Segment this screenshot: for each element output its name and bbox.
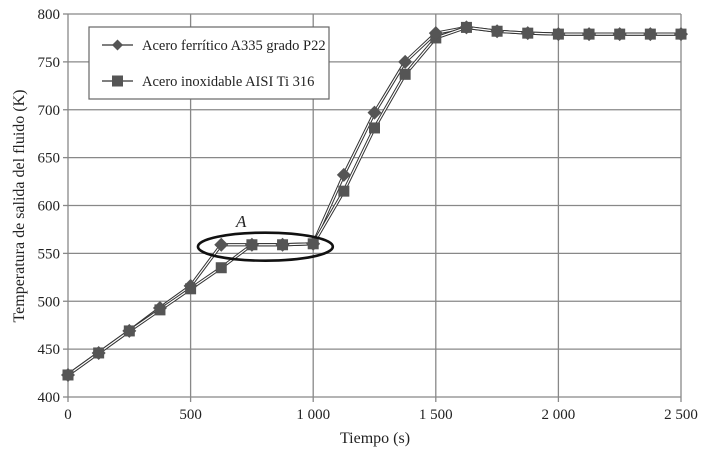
diamond-marker-icon bbox=[551, 27, 566, 42]
annotation-a: A bbox=[196, 212, 335, 262]
axes: 400 450 500 550 600 650 700 750 800 0 500 1 000 1 50… bbox=[38, 7, 698, 423]
diamond-marker-icon bbox=[112, 39, 123, 51]
y-tick-label: 650 bbox=[38, 151, 61, 167]
diamond-marker-icon bbox=[612, 27, 627, 42]
diamond-marker-icon bbox=[152, 300, 167, 315]
diamond-marker-icon bbox=[336, 167, 351, 182]
x-tick-label: 500 bbox=[179, 407, 202, 423]
diamond-marker-icon bbox=[91, 345, 106, 360]
y-tick-label: 750 bbox=[38, 55, 61, 71]
legend-box bbox=[88, 26, 330, 100]
y-axis-title: Temperatura de salida del fluido (K) bbox=[11, 89, 28, 322]
diamond-marker-icon bbox=[214, 237, 229, 252]
diamond-marker-icon bbox=[582, 27, 597, 42]
diamond-marker-icon bbox=[674, 27, 688, 42]
legend-item-ferritic: Acero ferrítico A335 grado P22 bbox=[102, 38, 326, 54]
diamond-marker-icon bbox=[459, 20, 474, 35]
y-tick-label: 700 bbox=[38, 103, 61, 119]
x-tick-label: 1 000 bbox=[296, 407, 330, 423]
diamond-marker-icon bbox=[643, 27, 658, 42]
diamond-marker-icon bbox=[61, 367, 75, 382]
diamond-marker-icon bbox=[306, 236, 321, 251]
legend-label-ferritic: Acero ferrítico A335 grado P22 bbox=[142, 38, 326, 54]
x-tick-label: 1 500 bbox=[419, 407, 453, 423]
y-tick-label: 500 bbox=[38, 294, 61, 310]
data-series bbox=[61, 20, 688, 382]
legend: Acero ferrítico A335 grado P22 Acero ino… bbox=[88, 26, 330, 100]
legend-label-stainless: Acero inoxidable AISI Ti 316 bbox=[142, 74, 314, 90]
square-marker-icon bbox=[338, 185, 350, 197]
y-tick-label: 800 bbox=[38, 7, 61, 23]
diamond-marker-icon bbox=[428, 26, 443, 41]
diamond-marker-icon bbox=[122, 323, 137, 338]
square-marker-icon bbox=[112, 75, 123, 87]
square-marker-icon bbox=[215, 262, 227, 274]
annotation-label: A bbox=[235, 212, 247, 231]
diamond-marker-icon bbox=[520, 26, 535, 41]
diamond-marker-icon bbox=[367, 105, 382, 120]
diamond-marker-icon bbox=[244, 237, 259, 252]
diamond-marker-icon bbox=[398, 54, 413, 69]
x-tick-label: 2 500 bbox=[664, 407, 698, 423]
y-tick-label: 600 bbox=[38, 199, 61, 215]
y-tick-label: 450 bbox=[38, 342, 61, 358]
diamond-marker-icon bbox=[490, 24, 505, 39]
square-marker-icon bbox=[369, 122, 380, 134]
highlight-ellipse bbox=[196, 231, 335, 262]
y-tick-label: 400 bbox=[38, 390, 61, 406]
x-tick-label: 0 bbox=[64, 407, 72, 423]
diamond-marker-icon bbox=[275, 237, 290, 252]
x-axis-title: Tiempo (s) bbox=[340, 430, 410, 447]
x-tick-label: 2 000 bbox=[542, 407, 576, 423]
square-marker-icon bbox=[399, 68, 411, 80]
legend-item-stainless: Acero inoxidable AISI Ti 316 bbox=[102, 74, 314, 90]
y-tick-label: 550 bbox=[38, 246, 61, 262]
diamond-marker-icon bbox=[183, 278, 198, 293]
